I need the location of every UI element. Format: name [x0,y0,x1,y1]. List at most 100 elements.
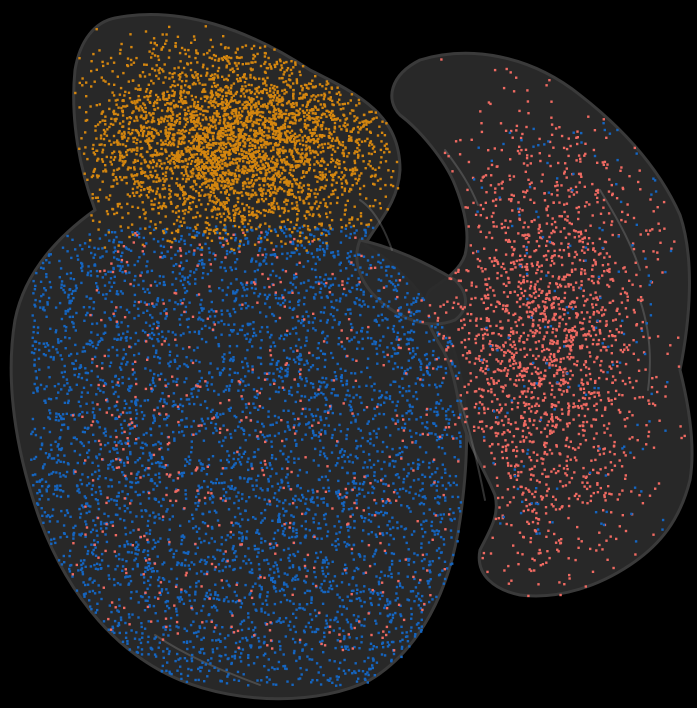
left-cluster-point [203,626,206,630]
left-cluster-point [355,447,358,450]
right-cluster-point [557,254,561,258]
right-cluster-point [513,240,516,243]
left-cluster-point [230,612,233,615]
left-cluster-point [386,524,389,527]
left-cluster-point [375,300,378,303]
left-cluster-point [158,400,162,403]
left-cluster-point [314,329,317,332]
left-cluster-point [410,412,414,415]
left-cluster-point [363,555,366,558]
left-cluster-point [135,541,138,544]
left-cluster-point [282,301,285,305]
left-cluster-point [312,286,315,289]
left-cluster-point [313,570,316,574]
left-cluster-point [130,400,133,403]
left-cluster-point [86,411,89,414]
right-cluster-point [580,311,583,314]
right-cluster-point [647,430,651,434]
left-cluster-point [165,308,168,311]
left-cluster-point [120,431,124,435]
right-cluster-point [645,424,648,427]
left-cluster-point [200,570,203,573]
left-cluster-point [295,574,298,577]
left-cluster-point [270,445,274,448]
left-cluster-point [429,571,432,574]
left-cluster-point [134,548,138,551]
left-cluster-point [245,283,248,286]
left-cluster-point [347,260,351,263]
left-cluster-point [89,565,93,568]
left-cluster-point [78,373,81,376]
left-cluster-point [168,350,172,353]
right-cluster-point [614,389,618,393]
left-cluster-point [376,459,380,463]
left-cluster-point [336,515,339,518]
left-cluster-point [376,450,379,453]
left-cluster-point [116,582,120,585]
left-cluster-point [414,571,417,574]
left-cluster-point [435,439,439,442]
left-cluster-point [188,567,191,571]
left-cluster-point [31,336,34,339]
left-cluster-point [109,361,113,364]
left-cluster-point [111,625,114,628]
left-cluster-point [227,454,231,457]
left-cluster-point [419,365,422,369]
left-cluster-point [298,226,301,230]
left-cluster-point [288,566,291,569]
left-cluster-point [108,316,111,320]
left-cluster-point [354,662,357,665]
left-cluster-point [192,620,195,623]
left-cluster-point [202,234,205,237]
left-cluster-point [143,301,147,304]
left-cluster-point [109,463,112,466]
left-cluster-point [62,490,65,493]
left-cluster-point [139,404,142,408]
left-cluster-point [334,545,337,548]
left-cluster-point [258,234,261,238]
right-cluster-points [428,58,686,598]
left-cluster-point [304,344,307,347]
left-cluster-point [234,298,237,302]
left-cluster-point [261,422,264,426]
left-cluster-point [104,325,107,328]
left-cluster-point [293,499,297,502]
left-cluster-point [257,376,260,379]
left-cluster-point [190,388,193,391]
left-cluster-point [147,541,150,544]
right-cluster-point [534,370,538,374]
left-cluster-point [261,602,264,605]
left-cluster-point [40,507,43,510]
right-cluster-point [541,300,545,303]
right-cluster-point [656,335,660,338]
left-cluster-point [322,514,326,517]
left-cluster-point [394,314,397,318]
left-cluster-point [252,455,255,459]
left-cluster-point [58,259,61,263]
left-cluster-point [82,306,86,309]
left-cluster-point [139,595,143,598]
left-cluster-point [416,466,420,469]
left-cluster-point [436,514,439,517]
left-cluster-point [400,366,403,369]
right-cluster-point [586,481,589,484]
left-cluster-point [367,532,370,536]
left-cluster-point [314,630,317,634]
left-cluster-point [69,549,72,552]
left-cluster-point [347,482,350,485]
left-cluster-point [230,268,233,272]
left-cluster-point [38,480,41,483]
left-cluster-point [128,432,132,435]
left-cluster-point [278,370,282,373]
left-cluster-point [179,524,182,527]
left-cluster-point [147,653,150,656]
right-cluster-point [486,407,490,410]
left-cluster-point [34,305,37,308]
left-cluster-point [326,244,329,247]
left-cluster-point [56,445,59,448]
left-cluster-point [73,436,77,439]
left-cluster-point [324,512,327,516]
left-cluster-point [121,357,125,361]
left-cluster-point [331,543,334,546]
